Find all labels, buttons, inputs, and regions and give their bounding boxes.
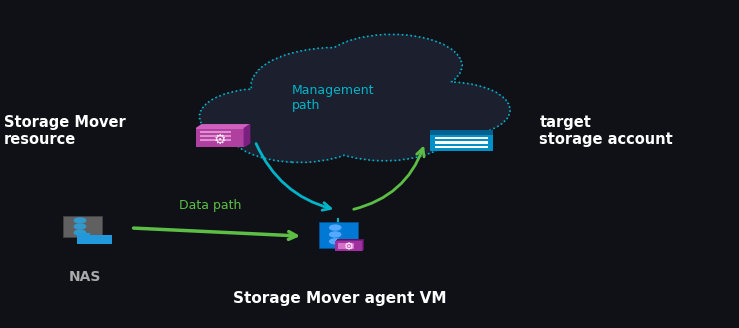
Polygon shape <box>197 125 250 128</box>
FancyBboxPatch shape <box>199 127 247 145</box>
Text: target
storage account: target storage account <box>539 115 673 147</box>
Text: NAS: NAS <box>69 270 101 284</box>
Text: Storage Mover agent VM: Storage Mover agent VM <box>234 291 446 306</box>
FancyBboxPatch shape <box>319 222 358 248</box>
Text: Storage Mover
resource: Storage Mover resource <box>4 115 126 147</box>
Circle shape <box>330 232 341 237</box>
Circle shape <box>330 239 341 244</box>
Text: Management
path: Management path <box>292 84 375 113</box>
FancyBboxPatch shape <box>336 240 363 251</box>
FancyBboxPatch shape <box>78 233 90 235</box>
FancyBboxPatch shape <box>197 128 245 147</box>
Circle shape <box>75 224 86 229</box>
FancyBboxPatch shape <box>78 235 112 244</box>
Text: ⚙: ⚙ <box>214 133 227 147</box>
FancyBboxPatch shape <box>435 137 488 139</box>
Circle shape <box>330 225 341 230</box>
FancyBboxPatch shape <box>435 141 488 144</box>
Circle shape <box>75 230 86 235</box>
FancyBboxPatch shape <box>337 239 364 250</box>
Text: Data path: Data path <box>180 198 242 212</box>
Circle shape <box>75 218 86 223</box>
Point <box>0 325 6 328</box>
FancyBboxPatch shape <box>435 146 488 148</box>
Polygon shape <box>245 125 250 147</box>
FancyBboxPatch shape <box>430 130 494 135</box>
FancyBboxPatch shape <box>63 216 102 236</box>
FancyBboxPatch shape <box>335 241 361 252</box>
FancyBboxPatch shape <box>430 130 494 151</box>
Text: ⚙: ⚙ <box>344 242 353 252</box>
FancyBboxPatch shape <box>202 125 250 143</box>
